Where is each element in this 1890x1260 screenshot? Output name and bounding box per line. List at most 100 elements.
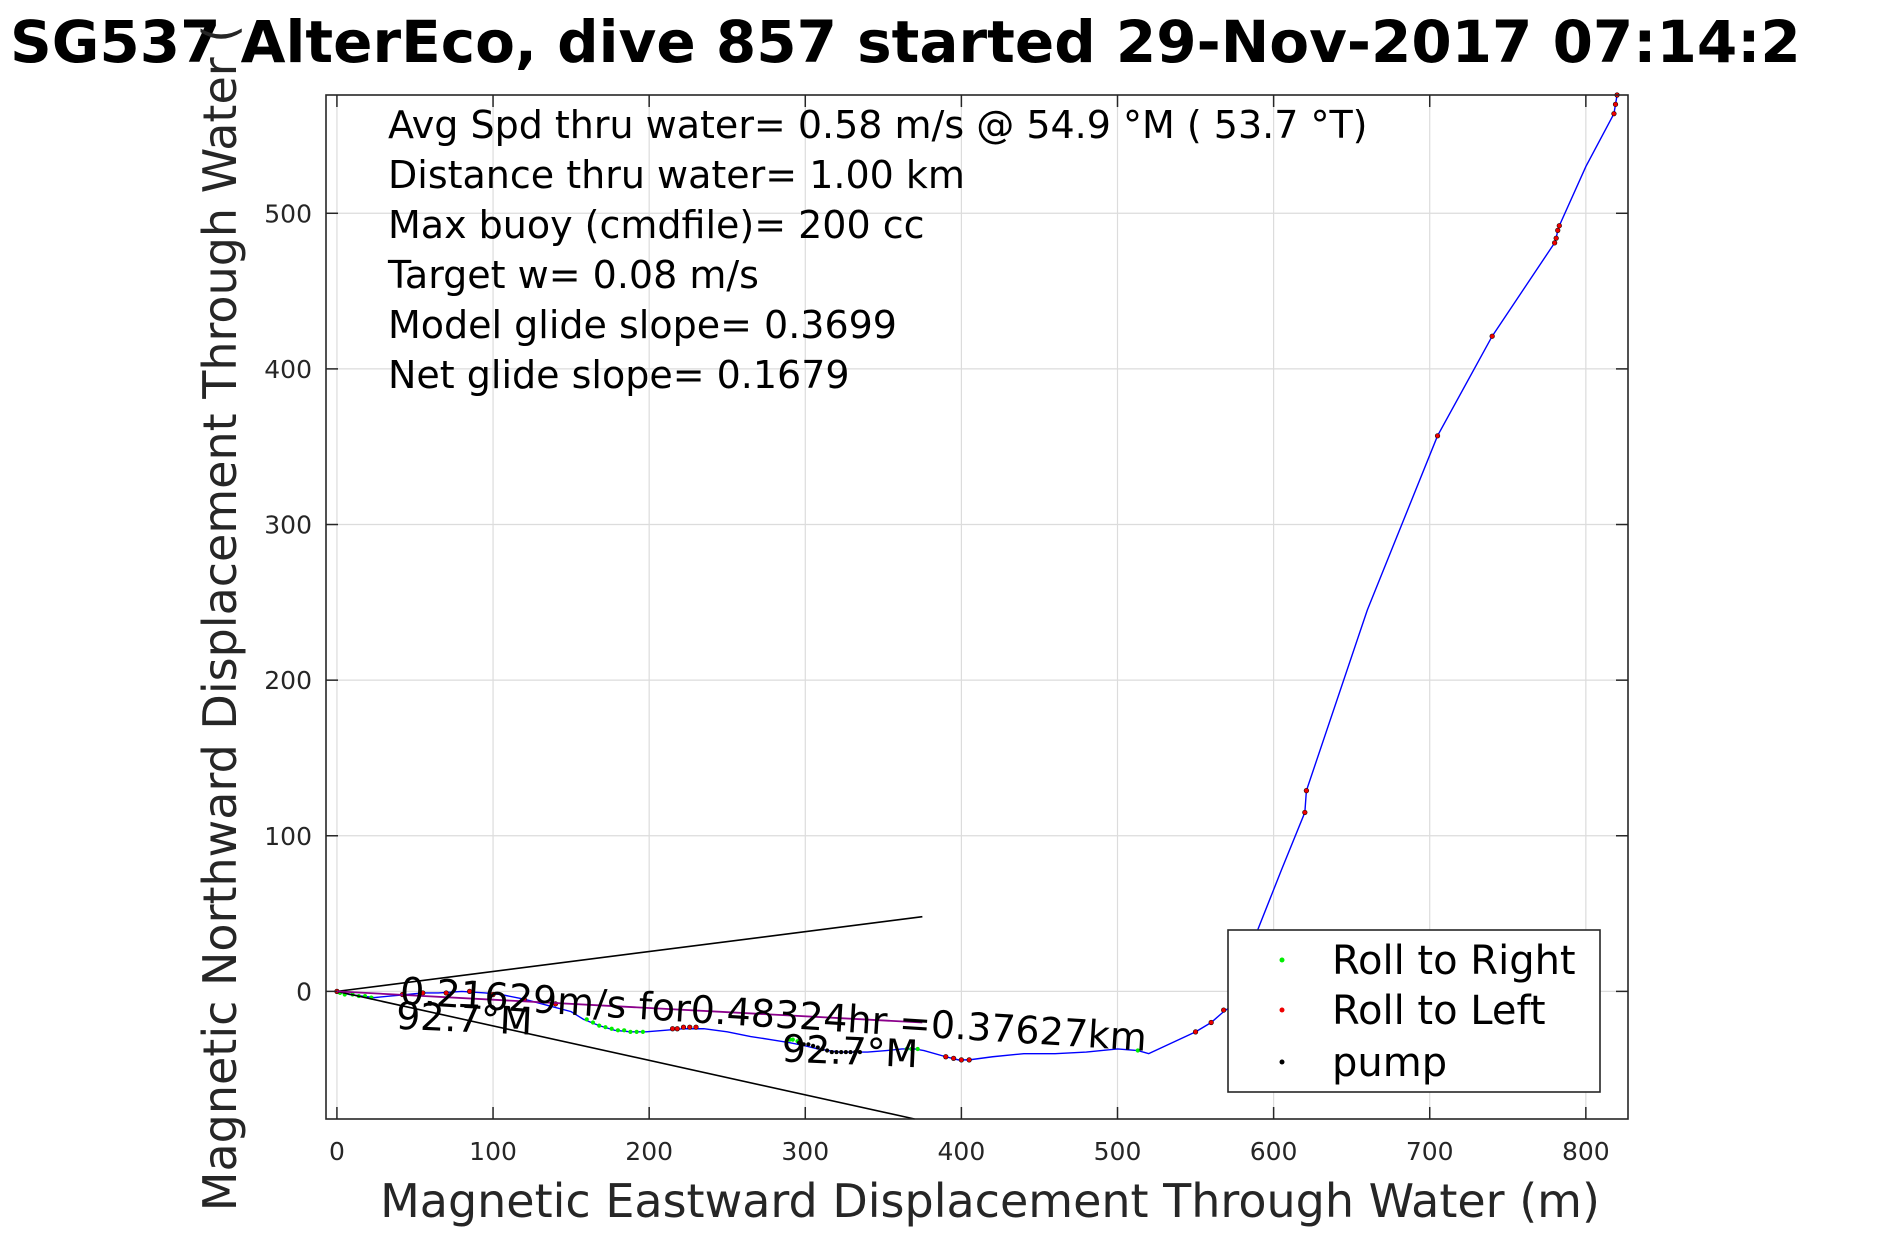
y-tick-label: 400 (264, 355, 312, 384)
pump-point (829, 1049, 834, 1055)
roll-right-point (628, 1029, 633, 1034)
roll-left-point (967, 1057, 972, 1062)
info-line-avg-speed: Avg Spd thru water= 0.58 m/s @ 54.9 °M (… (388, 103, 1368, 147)
roll-right-point (622, 1028, 627, 1033)
roll-left-point (1613, 102, 1618, 107)
y-axis-label: Magnetic Northward Displacement Through … (193, 25, 247, 1211)
heading-label: 92.7°M (781, 1026, 919, 1076)
current-vector-line (336, 990, 923, 1024)
roll-left-point (1304, 788, 1309, 793)
tick-layer: 0 100 200 300 400 500 600 700 800 0 100 200 300 400 50… (264, 95, 1628, 1166)
roll-right-point (609, 1026, 614, 1031)
x-tick-label: 300 (781, 1137, 829, 1166)
pump-point (853, 1049, 858, 1055)
roll-left-point (681, 1025, 686, 1030)
x-tick-label: 400 (938, 1137, 986, 1166)
plot-frame (325, 94, 1629, 1120)
roll-right-point (603, 1025, 608, 1030)
roll-left-point (467, 989, 472, 994)
legend-pump-label: pump (1332, 1040, 1447, 1086)
info-line-net-glide: Net glide slope= 0.1679 (388, 353, 850, 397)
x-tick-label: 100 (469, 1137, 517, 1166)
roll-right-point (615, 1028, 621, 1033)
track-layer (336, 94, 1618, 1061)
pump-point (839, 1049, 844, 1055)
roll-right-point (634, 1029, 639, 1034)
x-tick-label: 600 (1250, 1137, 1298, 1166)
track-line (336, 94, 1618, 1061)
roll-left-point (1435, 433, 1440, 438)
legend-box (1227, 929, 1601, 1093)
pump-point (857, 1049, 863, 1055)
x-tick-label: 800 (1562, 1137, 1610, 1166)
roll-left-point (522, 997, 527, 1002)
roll-left-point (687, 1025, 692, 1030)
roll-right-point (790, 1037, 795, 1042)
roll-right-point (640, 1029, 646, 1034)
y-tick-label: 300 (264, 511, 312, 540)
x-tick-label: 700 (1406, 1137, 1454, 1166)
roll-right-point (909, 1046, 914, 1052)
roll-right-point (915, 1046, 920, 1052)
roll-left-point (693, 1025, 699, 1030)
roll-left-point (1221, 1007, 1226, 1013)
roll-left-point (675, 1026, 680, 1031)
pump-point (834, 1049, 839, 1055)
pump-point (796, 1040, 802, 1045)
info-line-model-glide: Model glide slope= 0.3699 (388, 303, 897, 347)
info-block: Avg Spd thru water= 0.58 m/s @ 54.9 °M (… (387, 103, 1368, 397)
roll-left-point (1555, 228, 1560, 233)
legend-roll-left-marker (1279, 1007, 1285, 1013)
roll-left-point (1209, 1020, 1214, 1025)
roll-left-point (1552, 240, 1557, 245)
legend-roll-right-marker (1279, 957, 1285, 963)
roll-left-point (951, 1056, 956, 1061)
roll-left-point (444, 990, 449, 996)
pump-point (810, 1043, 816, 1048)
info-line-max-buoy: Max buoy (cmdfile)= 200 cc (388, 203, 925, 247)
pump-point (825, 1048, 830, 1053)
roll-left-point (490, 992, 496, 997)
pump-point (843, 1049, 848, 1055)
y-tick-label: 100 (264, 822, 312, 851)
pump-point (801, 1042, 806, 1047)
x-tick-label: 500 (1094, 1137, 1142, 1166)
roll-left-point (1302, 810, 1307, 815)
x-tick-label: 0 (329, 1137, 345, 1166)
roll-left-point (1611, 111, 1617, 116)
roll-left-point (1557, 223, 1562, 228)
legend: Roll to Right Roll to Left pump (1227, 929, 1601, 1093)
x-tick-label: 200 (625, 1137, 673, 1166)
chart-title: SG537 AlterEco, dive 857 started 29-Nov-… (10, 8, 1801, 76)
info-line-target-w: Target w= 0.08 m/s (387, 253, 759, 297)
roll-left-point (670, 1026, 675, 1031)
legend-roll-left-label: Roll to Left (1332, 988, 1546, 1034)
x-axis-label: Magnetic Eastward Displacement Through W… (380, 1174, 1600, 1228)
pump-point (848, 1049, 853, 1055)
legend-roll-right-label: Roll to Right (1332, 938, 1576, 984)
roll-right-point (904, 1046, 909, 1052)
roll-right-point (1135, 1048, 1140, 1053)
heading-cone-line (336, 915, 923, 993)
pump-point (815, 1045, 820, 1050)
roll-left-point (1193, 1029, 1198, 1034)
legend-pump-marker (1279, 1059, 1285, 1065)
y-tick-label: 200 (264, 666, 312, 695)
marker-layer (334, 92, 1620, 1063)
roll-right-point (787, 1037, 792, 1042)
roll-right-point (597, 1023, 602, 1028)
roll-left-point (943, 1054, 948, 1059)
roll-left-point (1490, 334, 1495, 339)
roll-left-point (959, 1057, 964, 1062)
info-line-distance: Distance thru water= 1.00 km (388, 153, 965, 197)
roll-left-point (420, 990, 425, 996)
roll-right-point (590, 1020, 596, 1025)
roll-left-point (1554, 236, 1559, 241)
pump-point (806, 1042, 811, 1047)
y-tick-label: 500 (264, 199, 312, 228)
roll-right-point (584, 1017, 589, 1022)
heading-label: 92.7°M (395, 994, 533, 1044)
heading-cone-line (336, 990, 915, 1120)
cone-layer (336, 915, 923, 1120)
